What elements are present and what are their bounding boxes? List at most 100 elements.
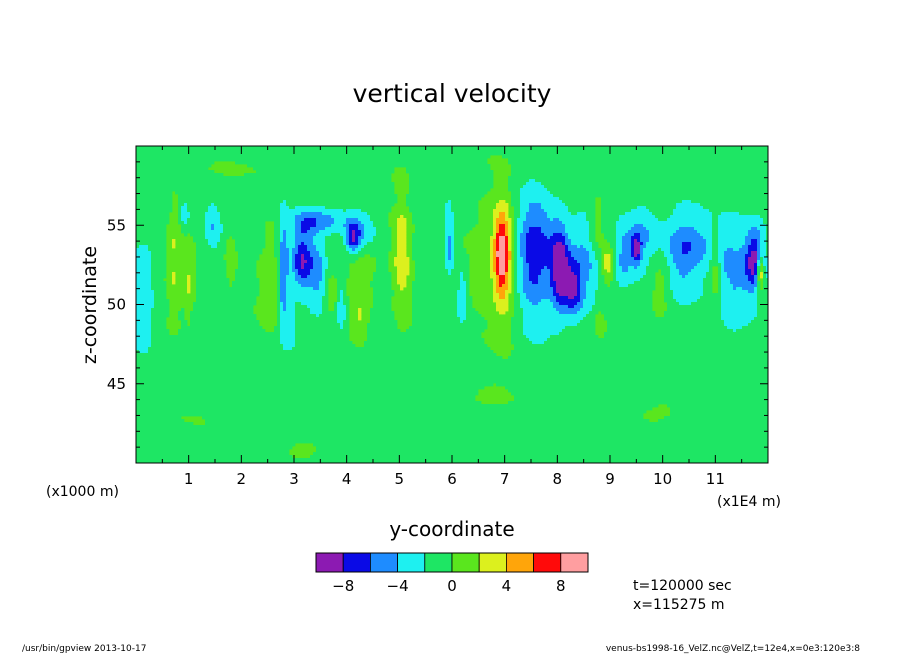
heatmap-cell	[523, 152, 526, 155]
heatmap-cell	[589, 167, 592, 170]
heatmap-cell	[379, 146, 382, 149]
heatmap-cell	[586, 167, 589, 170]
heatmap-cell	[382, 170, 385, 173]
heatmap-cell	[745, 152, 748, 155]
heatmap-cell	[142, 155, 145, 158]
heatmap-cell	[355, 158, 358, 161]
heatmap-cell	[283, 152, 286, 155]
heatmap-cell	[718, 167, 721, 170]
heatmap-cell	[685, 152, 688, 155]
heatmap-cell	[700, 170, 703, 173]
heatmap-cell	[655, 146, 658, 149]
heatmap-cell	[355, 167, 358, 170]
heatmap-cell	[412, 155, 415, 158]
heatmap-cell	[649, 170, 652, 173]
heatmap-cell	[268, 161, 271, 164]
heatmap-cell	[436, 161, 439, 164]
heatmap-cell	[157, 170, 160, 173]
heatmap-cell	[685, 167, 688, 170]
heatmap-cell	[691, 170, 694, 173]
heatmap-cell	[250, 152, 253, 155]
heatmap-cell	[595, 158, 598, 161]
heatmap-cell	[310, 149, 313, 152]
heatmap-cell	[271, 146, 274, 149]
heatmap-cell	[415, 155, 418, 158]
heatmap-cell	[238, 158, 241, 161]
heatmap-cell	[256, 152, 259, 155]
heatmap-cell	[634, 161, 637, 164]
heatmap-cell	[589, 155, 592, 158]
heatmap-cell	[193, 146, 196, 149]
heatmap-cell	[466, 146, 469, 149]
heatmap-cell	[700, 167, 703, 170]
heatmap-cell	[601, 164, 604, 167]
heatmap-cell	[337, 149, 340, 152]
heatmap-cell	[541, 164, 544, 167]
heatmap-cell	[436, 155, 439, 158]
heatmap-cell	[511, 146, 514, 149]
heatmap-cell	[280, 158, 283, 161]
heatmap-cell	[430, 164, 433, 167]
heatmap-cell	[763, 164, 766, 167]
heatmap-cell	[556, 167, 559, 170]
heatmap-cell	[190, 149, 193, 152]
heatmap-cell	[256, 164, 259, 167]
heatmap-cell	[136, 152, 139, 155]
heatmap-cell	[211, 149, 214, 152]
heatmap-cell	[751, 161, 754, 164]
heatmap-cell	[703, 170, 706, 173]
heatmap-cell	[415, 167, 418, 170]
heatmap-cell	[763, 146, 766, 149]
heatmap-cell	[196, 149, 199, 152]
heatmap-cell	[406, 164, 409, 167]
heatmap-cell	[565, 170, 568, 173]
heatmap-cell	[184, 167, 187, 170]
heatmap-cell	[190, 161, 193, 164]
heatmap-cell	[442, 164, 445, 167]
heatmap-cell	[247, 146, 250, 149]
heatmap-cell	[616, 167, 619, 170]
heatmap-cell	[730, 161, 733, 164]
heatmap-cell	[397, 164, 400, 167]
heatmap-cell	[247, 161, 250, 164]
heatmap-cell	[178, 173, 181, 176]
heatmap-cell	[703, 158, 706, 161]
heatmap-cell	[649, 146, 652, 149]
heatmap-cell	[643, 155, 646, 158]
heatmap-cell	[577, 164, 580, 167]
heatmap-cell	[754, 149, 757, 152]
heatmap-cell	[547, 155, 550, 158]
heatmap-cell	[379, 161, 382, 164]
heatmap-cell	[658, 161, 661, 164]
heatmap-cell	[721, 149, 724, 152]
heatmap-cell	[421, 152, 424, 155]
heatmap-cell	[154, 161, 157, 164]
heatmap-cell	[727, 161, 730, 164]
heatmap-cell	[604, 146, 607, 149]
heatmap-cell	[568, 164, 571, 167]
heatmap-cell	[178, 146, 181, 149]
heatmap-cell	[625, 158, 628, 161]
heatmap-cell	[559, 164, 562, 167]
heatmap-cell	[274, 173, 277, 176]
heatmap-cell	[622, 164, 625, 167]
heatmap-cell	[583, 152, 586, 155]
heatmap-cell	[199, 167, 202, 170]
heatmap-cell	[406, 146, 409, 149]
heatmap-cell	[703, 149, 706, 152]
heatmap-cell	[274, 155, 277, 158]
heatmap-cell	[757, 149, 760, 152]
heatmap-cell	[520, 170, 523, 173]
heatmap-cell	[610, 149, 613, 152]
heatmap-cell	[640, 167, 643, 170]
heatmap-cell	[748, 146, 751, 149]
heatmap-cell	[247, 164, 250, 167]
heatmap-cell	[214, 155, 217, 158]
heatmap-cell	[403, 158, 406, 161]
heatmap-cell	[475, 161, 478, 164]
heatmap-cell	[295, 146, 298, 149]
heatmap-cell	[181, 161, 184, 164]
heatmap-cell	[622, 161, 625, 164]
heatmap-cell	[310, 167, 313, 170]
heatmap-cell	[454, 152, 457, 155]
